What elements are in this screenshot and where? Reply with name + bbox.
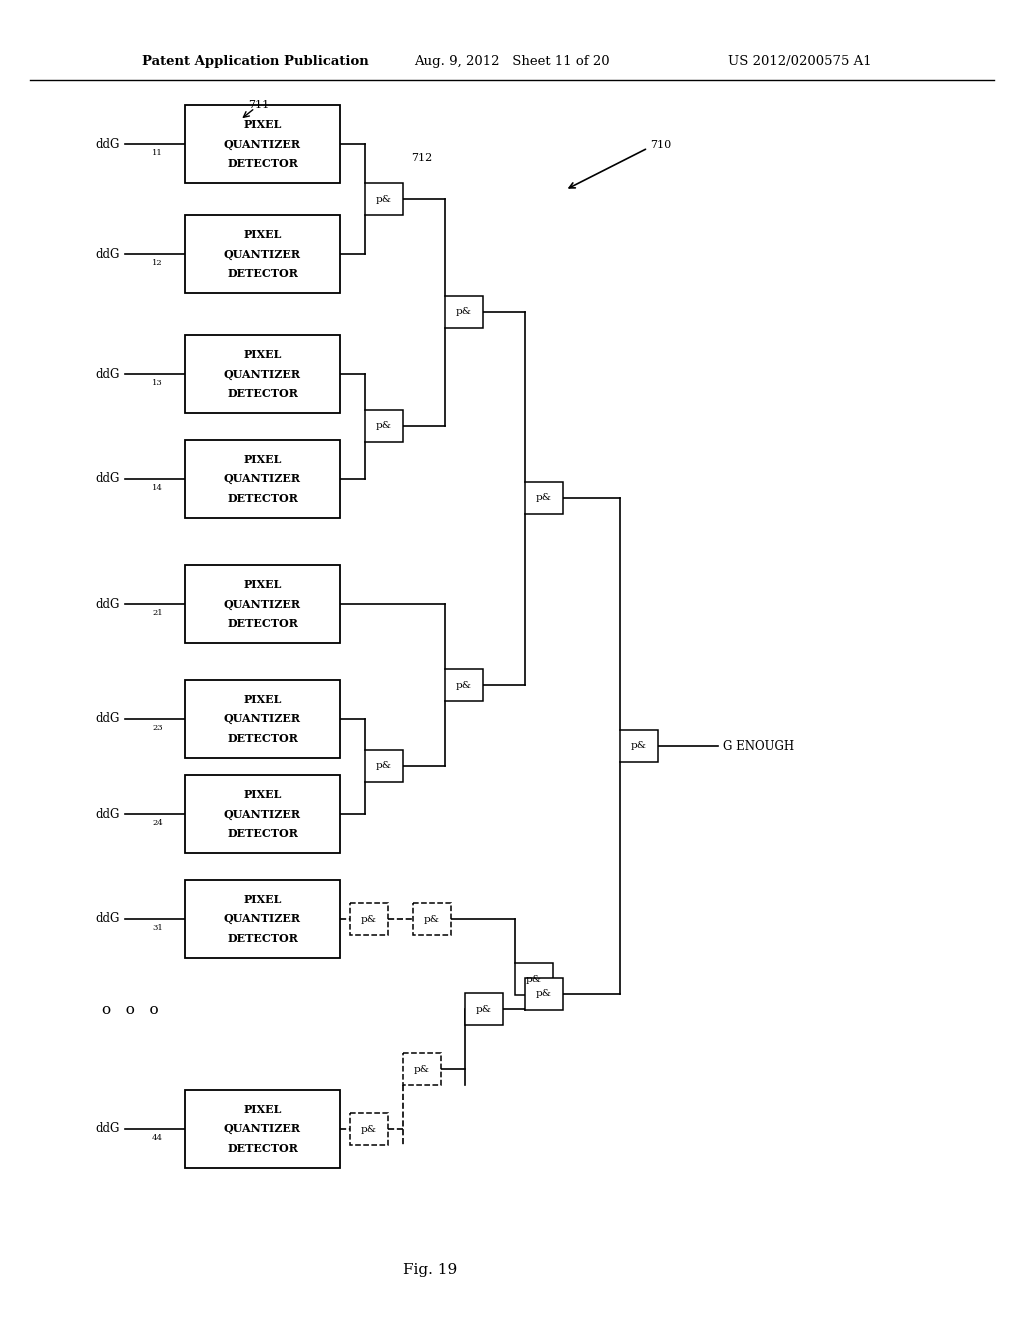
Bar: [185, 565, 340, 643]
Text: DETECTOR: DETECTOR: [227, 268, 298, 279]
Text: p&: p&: [456, 308, 472, 317]
Text: p&: p&: [414, 1064, 430, 1073]
Text: 710: 710: [650, 140, 672, 150]
Text: p&: p&: [631, 742, 647, 751]
Text: QUANTIZER: QUANTIZER: [224, 368, 301, 380]
Bar: [620, 730, 658, 762]
Text: Aug. 9, 2012   Sheet 11 of 20: Aug. 9, 2012 Sheet 11 of 20: [414, 55, 610, 69]
Text: p&: p&: [424, 915, 440, 924]
Text: QUANTIZER: QUANTIZER: [224, 913, 301, 924]
Text: QUANTIZER: QUANTIZER: [224, 248, 301, 260]
Text: p&: p&: [361, 915, 377, 924]
Text: p&: p&: [376, 762, 392, 771]
Text: DETECTOR: DETECTOR: [227, 158, 298, 169]
Text: ddG: ddG: [95, 808, 120, 821]
Text: ddG: ddG: [95, 248, 120, 260]
Bar: [185, 106, 340, 183]
Bar: [185, 440, 340, 517]
Text: ddG: ddG: [95, 1122, 120, 1135]
Bar: [525, 978, 563, 1010]
Bar: [365, 183, 403, 215]
Text: 31: 31: [152, 924, 163, 932]
Text: Patent Application Publication: Patent Application Publication: [141, 55, 369, 69]
Text: p&: p&: [376, 421, 392, 430]
Bar: [515, 964, 553, 995]
Text: 11: 11: [152, 149, 163, 157]
Text: p&: p&: [526, 974, 542, 983]
Text: PIXEL: PIXEL: [244, 579, 282, 590]
Text: PIXEL: PIXEL: [244, 789, 282, 800]
Text: ddG: ddG: [95, 473, 120, 486]
Text: G ENOUGH: G ENOUGH: [723, 739, 795, 752]
Text: PIXEL: PIXEL: [244, 348, 282, 360]
Text: 712: 712: [411, 153, 432, 162]
Bar: [350, 903, 388, 935]
Text: QUANTIZER: QUANTIZER: [224, 714, 301, 725]
Text: PIXEL: PIXEL: [244, 228, 282, 240]
Text: ddG: ddG: [95, 598, 120, 610]
Text: p&: p&: [456, 681, 472, 689]
Text: ddG: ddG: [95, 137, 120, 150]
Text: DETECTOR: DETECTOR: [227, 388, 298, 399]
Text: 23: 23: [152, 723, 163, 733]
Text: ddG: ddG: [95, 912, 120, 925]
Text: DETECTOR: DETECTOR: [227, 1143, 298, 1154]
Text: p&: p&: [536, 494, 552, 503]
Text: DETECTOR: DETECTOR: [227, 828, 298, 840]
Text: 44: 44: [152, 1134, 163, 1142]
Bar: [465, 993, 503, 1026]
Text: PIXEL: PIXEL: [244, 894, 282, 906]
Text: 13: 13: [152, 379, 163, 387]
Text: o   o   o: o o o: [101, 1003, 159, 1016]
Bar: [185, 1090, 340, 1168]
Bar: [525, 482, 563, 513]
Bar: [365, 411, 403, 442]
Text: ddG: ddG: [95, 713, 120, 726]
Bar: [185, 680, 340, 758]
Text: 21: 21: [152, 609, 163, 616]
Text: 24: 24: [152, 818, 163, 828]
Bar: [185, 215, 340, 293]
Bar: [185, 335, 340, 413]
Text: QUANTIZER: QUANTIZER: [224, 808, 301, 820]
Text: DETECTOR: DETECTOR: [227, 492, 298, 504]
Text: DETECTOR: DETECTOR: [227, 733, 298, 744]
Text: p&: p&: [376, 194, 392, 203]
Text: US 2012/0200575 A1: US 2012/0200575 A1: [728, 55, 871, 69]
Text: p&: p&: [476, 1005, 492, 1014]
Bar: [403, 1053, 441, 1085]
Bar: [185, 880, 340, 958]
Text: QUANTIZER: QUANTIZER: [224, 598, 301, 610]
Text: DETECTOR: DETECTOR: [227, 618, 298, 630]
Text: QUANTIZER: QUANTIZER: [224, 1123, 301, 1134]
Bar: [445, 296, 483, 327]
Text: 14: 14: [152, 484, 163, 492]
Text: PIXEL: PIXEL: [244, 454, 282, 465]
Text: 711: 711: [248, 100, 269, 110]
Text: p&: p&: [536, 990, 552, 998]
Text: QUANTIZER: QUANTIZER: [224, 139, 301, 149]
Text: DETECTOR: DETECTOR: [227, 933, 298, 944]
Text: 12: 12: [152, 259, 163, 267]
Text: PIXEL: PIXEL: [244, 694, 282, 705]
Bar: [413, 903, 451, 935]
Bar: [350, 1113, 388, 1144]
Bar: [365, 750, 403, 781]
Bar: [185, 775, 340, 853]
Text: PIXEL: PIXEL: [244, 119, 282, 129]
Text: p&: p&: [361, 1125, 377, 1134]
Text: QUANTIZER: QUANTIZER: [224, 474, 301, 484]
Text: PIXEL: PIXEL: [244, 1104, 282, 1115]
Text: Fig. 19: Fig. 19: [402, 1263, 457, 1276]
Bar: [445, 669, 483, 701]
Text: ddG: ddG: [95, 367, 120, 380]
